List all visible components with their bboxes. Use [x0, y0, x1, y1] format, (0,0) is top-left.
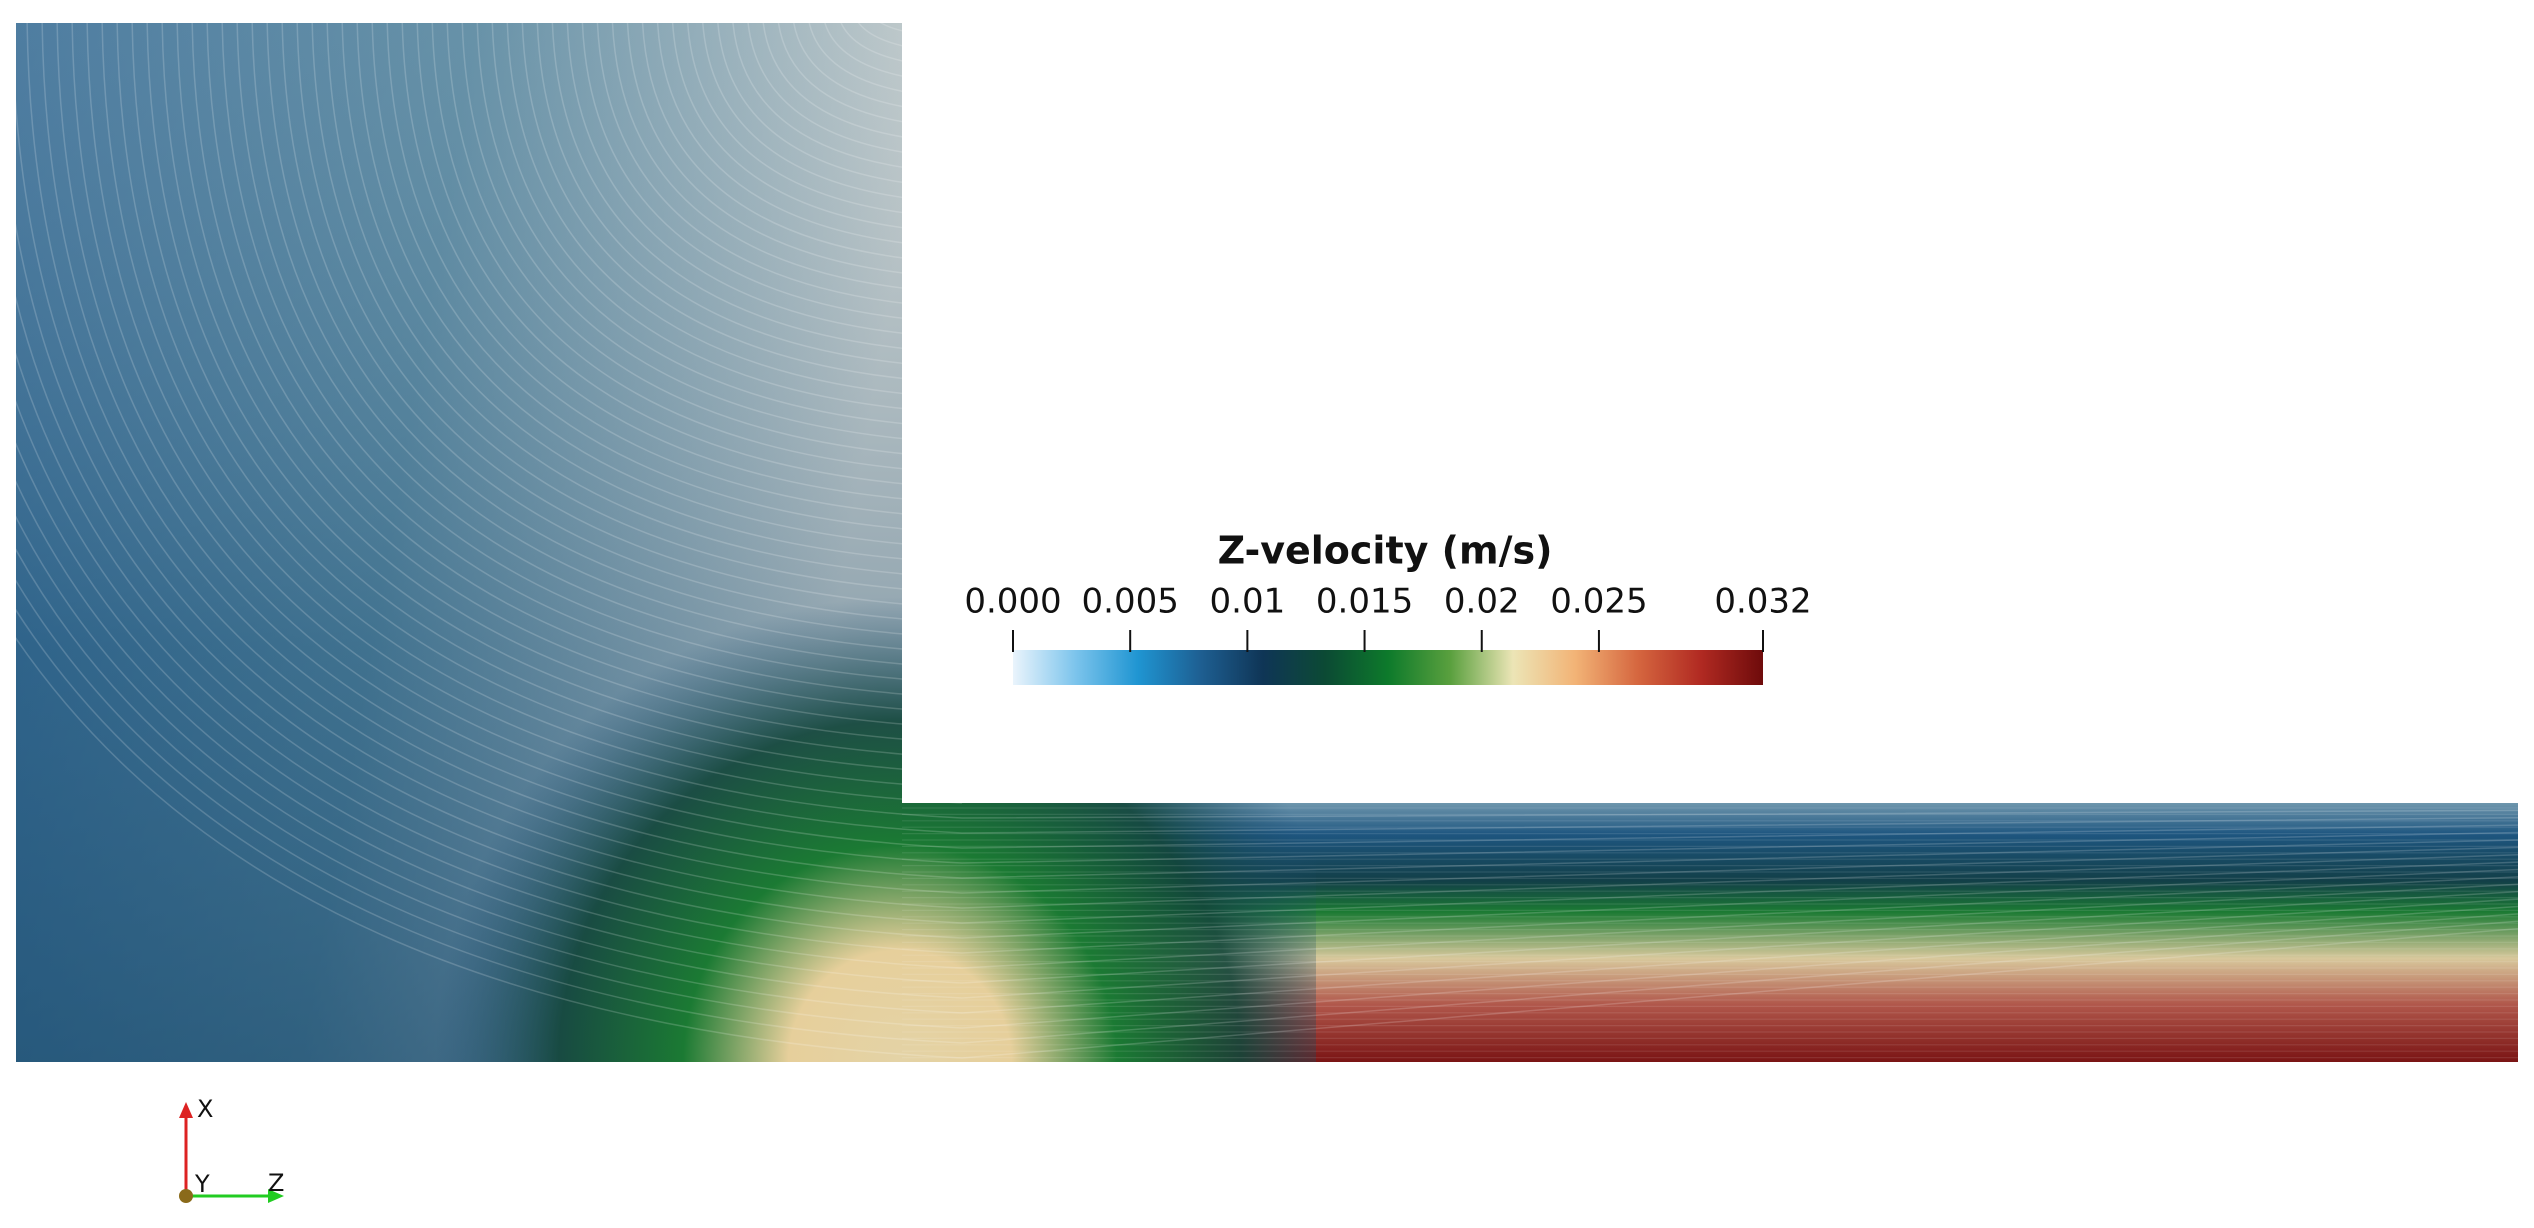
- colorbar-title: Z-velocity (m/s): [1218, 529, 1553, 573]
- streamline: [16, 23, 2518, 894]
- streamline: [16, 23, 2518, 939]
- streamlines: [16, 23, 2518, 1059]
- streamline: [16, 23, 2518, 1029]
- streamline: [686, 23, 963, 219]
- streamline: [266, 23, 963, 639]
- streamline: [71, 23, 2518, 834]
- streamline: [476, 23, 963, 429]
- streamline: [491, 23, 963, 414]
- streamline: [206, 23, 963, 699]
- streamline: [356, 23, 963, 549]
- streamline: [16, 23, 2518, 909]
- axis-label: X: [197, 1095, 213, 1123]
- streamline: [16, 23, 2518, 1014]
- streamline: [131, 23, 963, 774]
- streamline: [386, 23, 963, 519]
- streamline: [116, 23, 963, 789]
- streamline: [431, 23, 963, 474]
- streamline: [461, 23, 963, 444]
- streamline: [701, 23, 963, 204]
- streamline: [16, 23, 2518, 954]
- streamline: [671, 23, 963, 234]
- streamline: [641, 23, 963, 264]
- streamline: [881, 23, 963, 24]
- y-axis-dot: [179, 1189, 193, 1203]
- streamline: [101, 23, 963, 804]
- streamline: [26, 23, 2518, 879]
- streamline: [251, 23, 963, 654]
- streamline: [341, 23, 963, 564]
- z-arrowhead: [268, 1189, 284, 1203]
- streamline: [551, 23, 963, 354]
- tick-label: 0.02: [1444, 582, 1520, 622]
- streamline: [716, 23, 963, 189]
- streamline: [626, 23, 963, 279]
- streamline: [371, 23, 963, 534]
- streamline: [236, 23, 963, 669]
- colorbar: [1013, 650, 1763, 685]
- axis-label: Y: [194, 1170, 210, 1198]
- streamline: [86, 23, 2518, 819]
- tick-label: 0.000: [964, 582, 1061, 622]
- streamline: [656, 23, 963, 249]
- streamline: [581, 23, 963, 324]
- color-legend: Z-velocity (m/s) 0.000 0.005 0.01 0.015 0.02…: [964, 529, 1812, 685]
- streamline: [611, 23, 963, 294]
- streamline: [311, 23, 963, 594]
- streamline: [161, 23, 963, 744]
- x-arrowhead: [179, 1102, 193, 1118]
- streamline: [41, 23, 2518, 864]
- streamline: [16, 23, 2518, 1059]
- streamline: [416, 23, 963, 489]
- streamline: [281, 23, 963, 624]
- streamline: [566, 23, 963, 339]
- tick-label: 0.025: [1550, 582, 1647, 622]
- axes-triad: X Y Z: [179, 1095, 284, 1203]
- axis-label: Z: [268, 1169, 284, 1197]
- streamline: [506, 23, 963, 399]
- streamline: [221, 23, 963, 684]
- streamline: [176, 23, 963, 729]
- streamline: [16, 23, 2518, 984]
- streamline: [16, 23, 2518, 1044]
- streamline: [446, 23, 963, 459]
- tick-label: 0.01: [1210, 582, 1286, 622]
- streamline: [16, 23, 2518, 924]
- streamline: [401, 23, 963, 504]
- streamline: [296, 23, 963, 609]
- streamline: [536, 23, 963, 369]
- tick-label: 0.005: [1082, 582, 1179, 622]
- streamline: [56, 23, 2518, 849]
- streamline: [191, 23, 963, 714]
- tick-label: 0.015: [1316, 582, 1413, 622]
- streamline: [326, 23, 963, 579]
- tick-label: 0.032: [1714, 582, 1811, 622]
- streamline: [16, 23, 2518, 999]
- streamline: [596, 23, 963, 309]
- streamline: [16, 23, 2518, 969]
- streamline: [146, 23, 963, 759]
- streamline: [521, 23, 963, 384]
